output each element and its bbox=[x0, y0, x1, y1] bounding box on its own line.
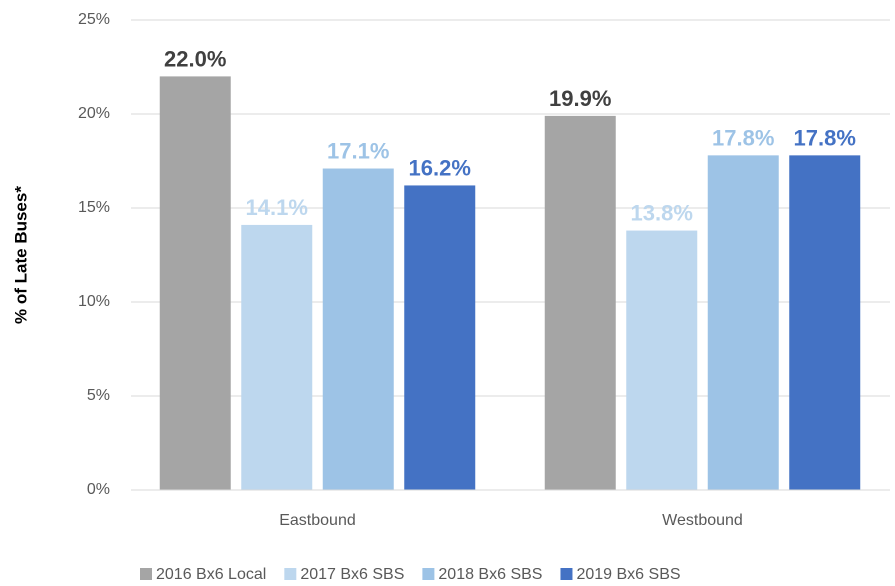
value-label: 17.8% bbox=[794, 125, 856, 150]
bar bbox=[707, 155, 779, 491]
y-tick-label: 15% bbox=[78, 199, 110, 216]
value-label: 13.8% bbox=[631, 201, 693, 226]
y-tick-label: 0% bbox=[87, 481, 110, 498]
y-tick-label: 25% bbox=[78, 11, 110, 28]
legend-swatch bbox=[284, 568, 297, 580]
legend-label: 2016 Bx6 Local bbox=[156, 566, 266, 583]
value-label: 14.1% bbox=[246, 195, 308, 220]
bar bbox=[241, 224, 313, 491]
value-label: 16.2% bbox=[409, 155, 471, 180]
legend-label: 2017 Bx6 SBS bbox=[300, 566, 404, 583]
legend-label: 2019 Bx6 SBS bbox=[576, 566, 680, 583]
bar bbox=[322, 168, 394, 490]
y-tick-label: 5% bbox=[87, 387, 110, 404]
y-tick-label: 20% bbox=[78, 105, 110, 122]
value-label: 17.8% bbox=[712, 125, 774, 150]
bar bbox=[626, 230, 698, 490]
legend-swatch bbox=[422, 568, 435, 580]
value-label: 19.9% bbox=[549, 86, 611, 111]
legend-swatch bbox=[140, 568, 152, 580]
bar bbox=[544, 115, 616, 490]
value-label: 17.1% bbox=[327, 139, 389, 164]
legend-swatch bbox=[560, 568, 573, 580]
bar bbox=[159, 76, 231, 491]
bar bbox=[404, 185, 476, 490]
x-tick-label: Westbound bbox=[662, 512, 743, 529]
value-label: 22.0% bbox=[164, 46, 226, 71]
legend-label: 2018 Bx6 SBS bbox=[438, 566, 542, 583]
bar bbox=[789, 155, 861, 491]
y-tick-label: 10% bbox=[78, 293, 110, 310]
y-axis-label: % of Late Buses* bbox=[11, 186, 30, 324]
x-tick-label: Eastbound bbox=[279, 512, 356, 529]
